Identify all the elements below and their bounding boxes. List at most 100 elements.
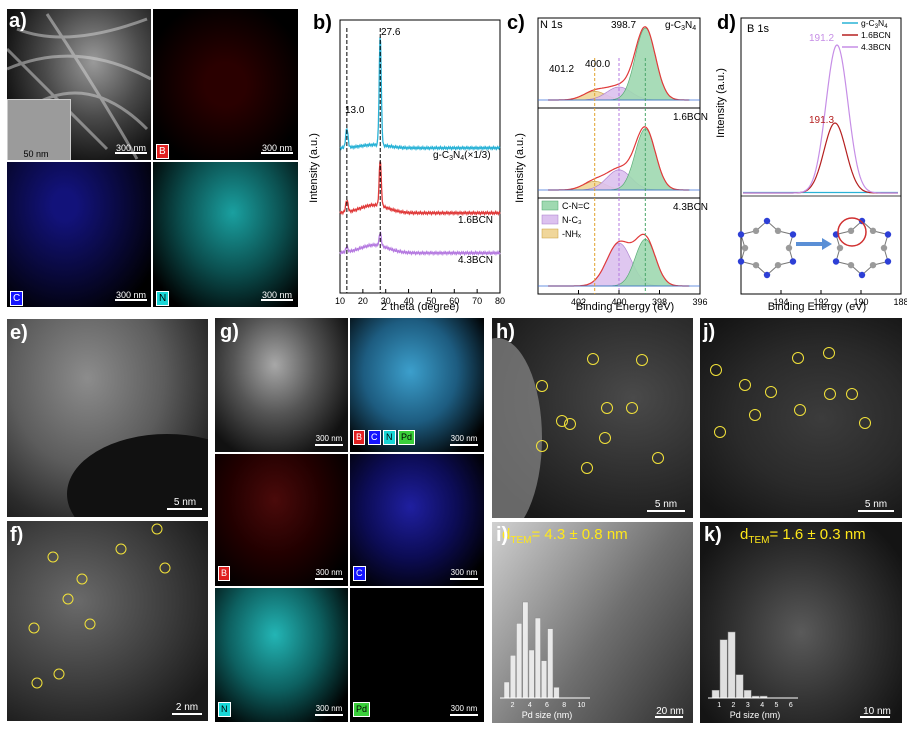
histogram-bar [553, 687, 560, 699]
chart-c: Intensity (a.u.) Binding Energy (eV) N 1… [514, 17, 708, 313]
peak-label-398.7: 398.7 [611, 20, 636, 31]
series-label-1.6bcn: 1.6BCN [458, 215, 493, 226]
scale-bar [655, 716, 683, 718]
x-tick-label: 40 [404, 296, 414, 306]
nitrogen-atom [789, 231, 797, 238]
element-tag-c: C [353, 566, 366, 581]
series-line-1.6BCN [339, 161, 501, 217]
x-tick-label: 30 [381, 296, 391, 306]
scale-label: 5 nm [173, 497, 197, 508]
histogram-bar [719, 639, 728, 699]
sublabel-1.6bcn: 1.6BCN [673, 112, 708, 123]
element-tag-n: N [156, 291, 170, 306]
carbon-atom [752, 227, 760, 235]
histogram-bar [711, 689, 720, 699]
pd-site-circle [84, 618, 96, 630]
carbon-atom [741, 244, 749, 252]
pd-site-circle [792, 352, 804, 364]
scale-bar [450, 444, 478, 446]
x-tick-label: 402 [571, 297, 586, 307]
y-axis-label: Intensity (a.u.) [715, 68, 727, 138]
size-histogram: 1 2 3 4 5 6 Pd size (nm) [708, 631, 798, 720]
histogram-tick-label: 1 [717, 702, 721, 709]
scale-bar [450, 714, 478, 716]
carbon-atom [869, 227, 877, 235]
carbon-atom [752, 261, 760, 269]
scale-label: 300 nm [315, 704, 343, 713]
scale-bar [261, 152, 293, 154]
panel-label-f: f) [10, 524, 24, 546]
scale-bar [858, 510, 894, 512]
element-tag-b: B [218, 566, 231, 581]
scale-bar [450, 578, 478, 580]
scale-bar [261, 299, 293, 301]
scale-bar [315, 444, 343, 446]
x-ticks: 10 20 30 40 50 60 70 80 [335, 289, 505, 306]
bond-ring [740, 220, 794, 276]
panel-a-tile-haadf: 50 nm 300 nm [7, 9, 151, 160]
nitrogen-atom [789, 258, 797, 265]
x-tick-label: 398 [652, 297, 667, 307]
x-tick-label: 50 [426, 296, 436, 306]
panel-label-h: h) [496, 321, 515, 343]
series-label-gcn: g-C3N4(×1/3) [433, 150, 491, 162]
carbon-atom [774, 261, 782, 269]
carbon-atom [847, 261, 855, 269]
pd-site-circle [652, 452, 664, 464]
series-label-4.3bcn: 4.3BCN [458, 255, 493, 266]
chart-b: Intensity (a.u.) 2 theta (degree) 10 20 30… [308, 19, 505, 313]
scale-label: 20 nm [656, 706, 684, 717]
pd-site-circle [62, 593, 74, 605]
scale-bar [315, 578, 343, 580]
scale-bar [115, 152, 147, 154]
pd-site-circle [601, 402, 613, 414]
histogram-bar [541, 660, 548, 699]
sublabel-4.3bcn: 4.3BCN [673, 202, 708, 213]
legend: g-C3N4 1.6BCN 4.3BCN [842, 18, 891, 52]
legend-nhx: -NHₓ [562, 229, 581, 239]
x-tick-label: 70 [472, 296, 482, 306]
panel-k-image: dTEM= 1.6 ± 0.3 nm 1 2 3 4 5 6 Pd size (nm) 10… [700, 522, 902, 723]
legend-1.6bcn: 1.6BCN [861, 30, 891, 40]
panel-label-d: d) [717, 12, 736, 34]
pd-site-circle [859, 417, 871, 429]
nitrogen-atom [737, 231, 745, 238]
carbon-atom [836, 244, 844, 252]
y-axis-label: Intensity (a.u.) [514, 133, 526, 203]
carbon-atom [880, 244, 888, 252]
pd-site-circle [159, 562, 171, 574]
pd-site-circle [710, 364, 722, 376]
pd-site-circle [765, 386, 777, 398]
panel-label-e: e) [10, 322, 28, 344]
x-tick-label: 20 [358, 296, 368, 306]
scale-label: 300 nm [115, 143, 147, 153]
x-tick-label: 188 [893, 297, 907, 307]
pd-site-circle [749, 409, 761, 421]
pd-site-circle [28, 622, 40, 634]
pd-site-circle [599, 432, 611, 444]
legend-swatch-nhx [541, 228, 559, 239]
x-tick-label: 80 [495, 296, 505, 306]
scale-label: 5 nm [654, 499, 678, 510]
panel-a-tile-n-map: N 300 nm [153, 162, 298, 307]
peak-label-191.2: 191.2 [809, 33, 834, 44]
x-tick-label: 400 [611, 297, 626, 307]
legend-gcn: g-C3N4 [861, 18, 888, 30]
arrow-head-icon [822, 238, 832, 250]
pd-site-circle [536, 440, 548, 452]
tag-pd: Pd [398, 430, 416, 445]
xps-subpanels [537, 17, 701, 295]
scale-label: 300 nm [115, 290, 147, 300]
pd-site-markers [28, 523, 171, 689]
plot-frame [339, 19, 501, 294]
pd-site-circle [626, 402, 638, 414]
x-ticks: 194 192 190 188 [773, 290, 907, 307]
fiber-texture [7, 13, 151, 160]
pd-site-circle [556, 415, 568, 427]
sublabel-gcn: g-C3N4 [665, 20, 696, 32]
xrd-curves [339, 37, 501, 257]
histogram-bar [735, 674, 744, 699]
scale-label: 300 nm [315, 568, 343, 577]
pd-site-circle [47, 551, 59, 563]
pd-site-circle [76, 573, 88, 585]
